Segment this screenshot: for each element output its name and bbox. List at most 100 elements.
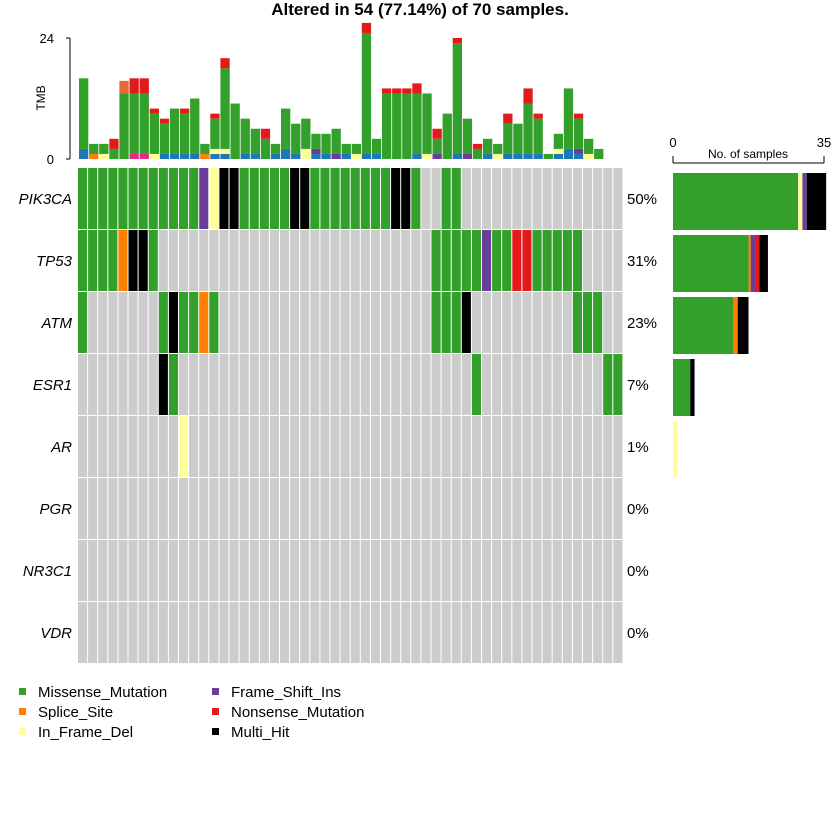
matrix-cell <box>138 602 148 663</box>
matrix-cell <box>431 354 441 415</box>
matrix-cell <box>118 540 128 601</box>
tmb-bars <box>79 22 604 160</box>
matrix-cell <box>401 540 411 601</box>
matrix-cell <box>290 168 300 229</box>
tmb-bar-segment <box>180 153 190 159</box>
side-bar-segment <box>759 235 768 292</box>
tmb-bar-segment <box>281 148 291 159</box>
matrix-cell <box>98 230 108 291</box>
matrix-cell <box>310 478 320 539</box>
matrix-cell <box>381 230 391 291</box>
matrix-cell <box>492 416 502 477</box>
tmb-bar-segment <box>270 153 281 159</box>
matrix-cell <box>461 230 471 291</box>
matrix-cell <box>603 230 613 291</box>
tmb-bar-segment <box>351 143 361 154</box>
matrix-cell <box>441 168 451 229</box>
matrix-cell <box>461 292 471 353</box>
matrix-cell <box>320 354 330 415</box>
matrix-cell <box>128 478 138 539</box>
matrix-cell <box>290 354 300 415</box>
matrix-cell <box>492 168 502 229</box>
matrix-cell <box>522 416 532 477</box>
matrix-cell <box>482 354 492 415</box>
tmb-bar-segment <box>563 148 574 159</box>
matrix-cell <box>88 602 98 663</box>
matrix-cell <box>421 292 431 353</box>
matrix-cell <box>179 292 189 353</box>
matrix-cell <box>189 292 199 353</box>
matrix-cell <box>542 292 552 353</box>
matrix-cell <box>280 168 290 229</box>
matrix-cell <box>249 478 259 539</box>
matrix-cell <box>411 168 421 229</box>
matrix-cell <box>209 602 219 663</box>
matrix-cell <box>613 354 623 415</box>
matrix-cell <box>340 168 350 229</box>
matrix-cell <box>593 478 603 539</box>
tmb-bar-segment <box>149 113 159 154</box>
matrix-cell <box>391 478 401 539</box>
matrix-cell <box>300 230 310 291</box>
matrix-cell <box>98 292 108 353</box>
matrix-cell <box>532 292 542 353</box>
matrix-cell <box>502 540 512 601</box>
tmb-bar-segment <box>270 143 281 154</box>
matrix-cell <box>562 168 572 229</box>
matrix-cell <box>249 602 259 663</box>
matrix-cell <box>583 416 593 477</box>
matrix-cell <box>118 416 128 477</box>
matrix-cell <box>411 292 421 353</box>
matrix-cell <box>421 540 431 601</box>
tmb-bar-segment <box>432 153 442 159</box>
legend-swatch-frame-shift-ins <box>212 688 219 695</box>
matrix-cell <box>320 168 330 229</box>
matrix-cell <box>118 602 128 663</box>
tmb-bar-segment <box>382 93 392 159</box>
matrix-cell <box>340 292 350 353</box>
matrix-cell <box>451 478 461 539</box>
matrix-cell <box>310 602 320 663</box>
matrix-cell <box>259 354 269 415</box>
matrix-cell <box>179 602 189 663</box>
matrix-cell <box>158 540 168 601</box>
matrix-cell <box>441 602 451 663</box>
matrix-cell <box>522 354 532 415</box>
matrix-cell <box>148 354 158 415</box>
matrix-cell <box>280 540 290 601</box>
matrix-cell <box>300 168 310 229</box>
matrix-cell <box>502 354 512 415</box>
matrix-cell <box>330 540 340 601</box>
tmb-bar-segment <box>402 88 412 94</box>
matrix-cell <box>259 292 269 353</box>
tmb-bar-segment <box>493 153 503 159</box>
tmb-bar-segment <box>200 143 210 154</box>
matrix-cell <box>158 292 168 353</box>
matrix-cell <box>421 230 431 291</box>
matrix-cell <box>300 416 310 477</box>
tmb-bar-segment <box>573 118 584 149</box>
matrix-cell <box>441 540 451 601</box>
matrix-cell <box>88 168 98 229</box>
tmb-bar-segment <box>513 153 523 159</box>
matrix-cell <box>118 354 128 415</box>
matrix-cell <box>219 416 229 477</box>
matrix-cell <box>189 478 199 539</box>
matrix-cell <box>502 230 512 291</box>
tmb-bar-segment <box>220 58 230 69</box>
tmb-bar-segment <box>563 88 574 149</box>
tmb-bar-segment <box>361 32 372 154</box>
matrix-cell <box>411 354 421 415</box>
matrix-cell <box>148 230 158 291</box>
matrix-cell <box>158 354 168 415</box>
tmb-bar-segment <box>533 118 543 154</box>
matrix-cell <box>562 478 572 539</box>
matrix-cell <box>572 292 582 353</box>
matrix-cell <box>78 230 88 291</box>
matrix-cell <box>492 354 502 415</box>
matrix-cell <box>522 478 532 539</box>
tmb-bar-segment <box>311 133 321 149</box>
matrix-cell <box>401 230 411 291</box>
matrix-cell <box>148 292 158 353</box>
matrix-cell <box>421 354 431 415</box>
